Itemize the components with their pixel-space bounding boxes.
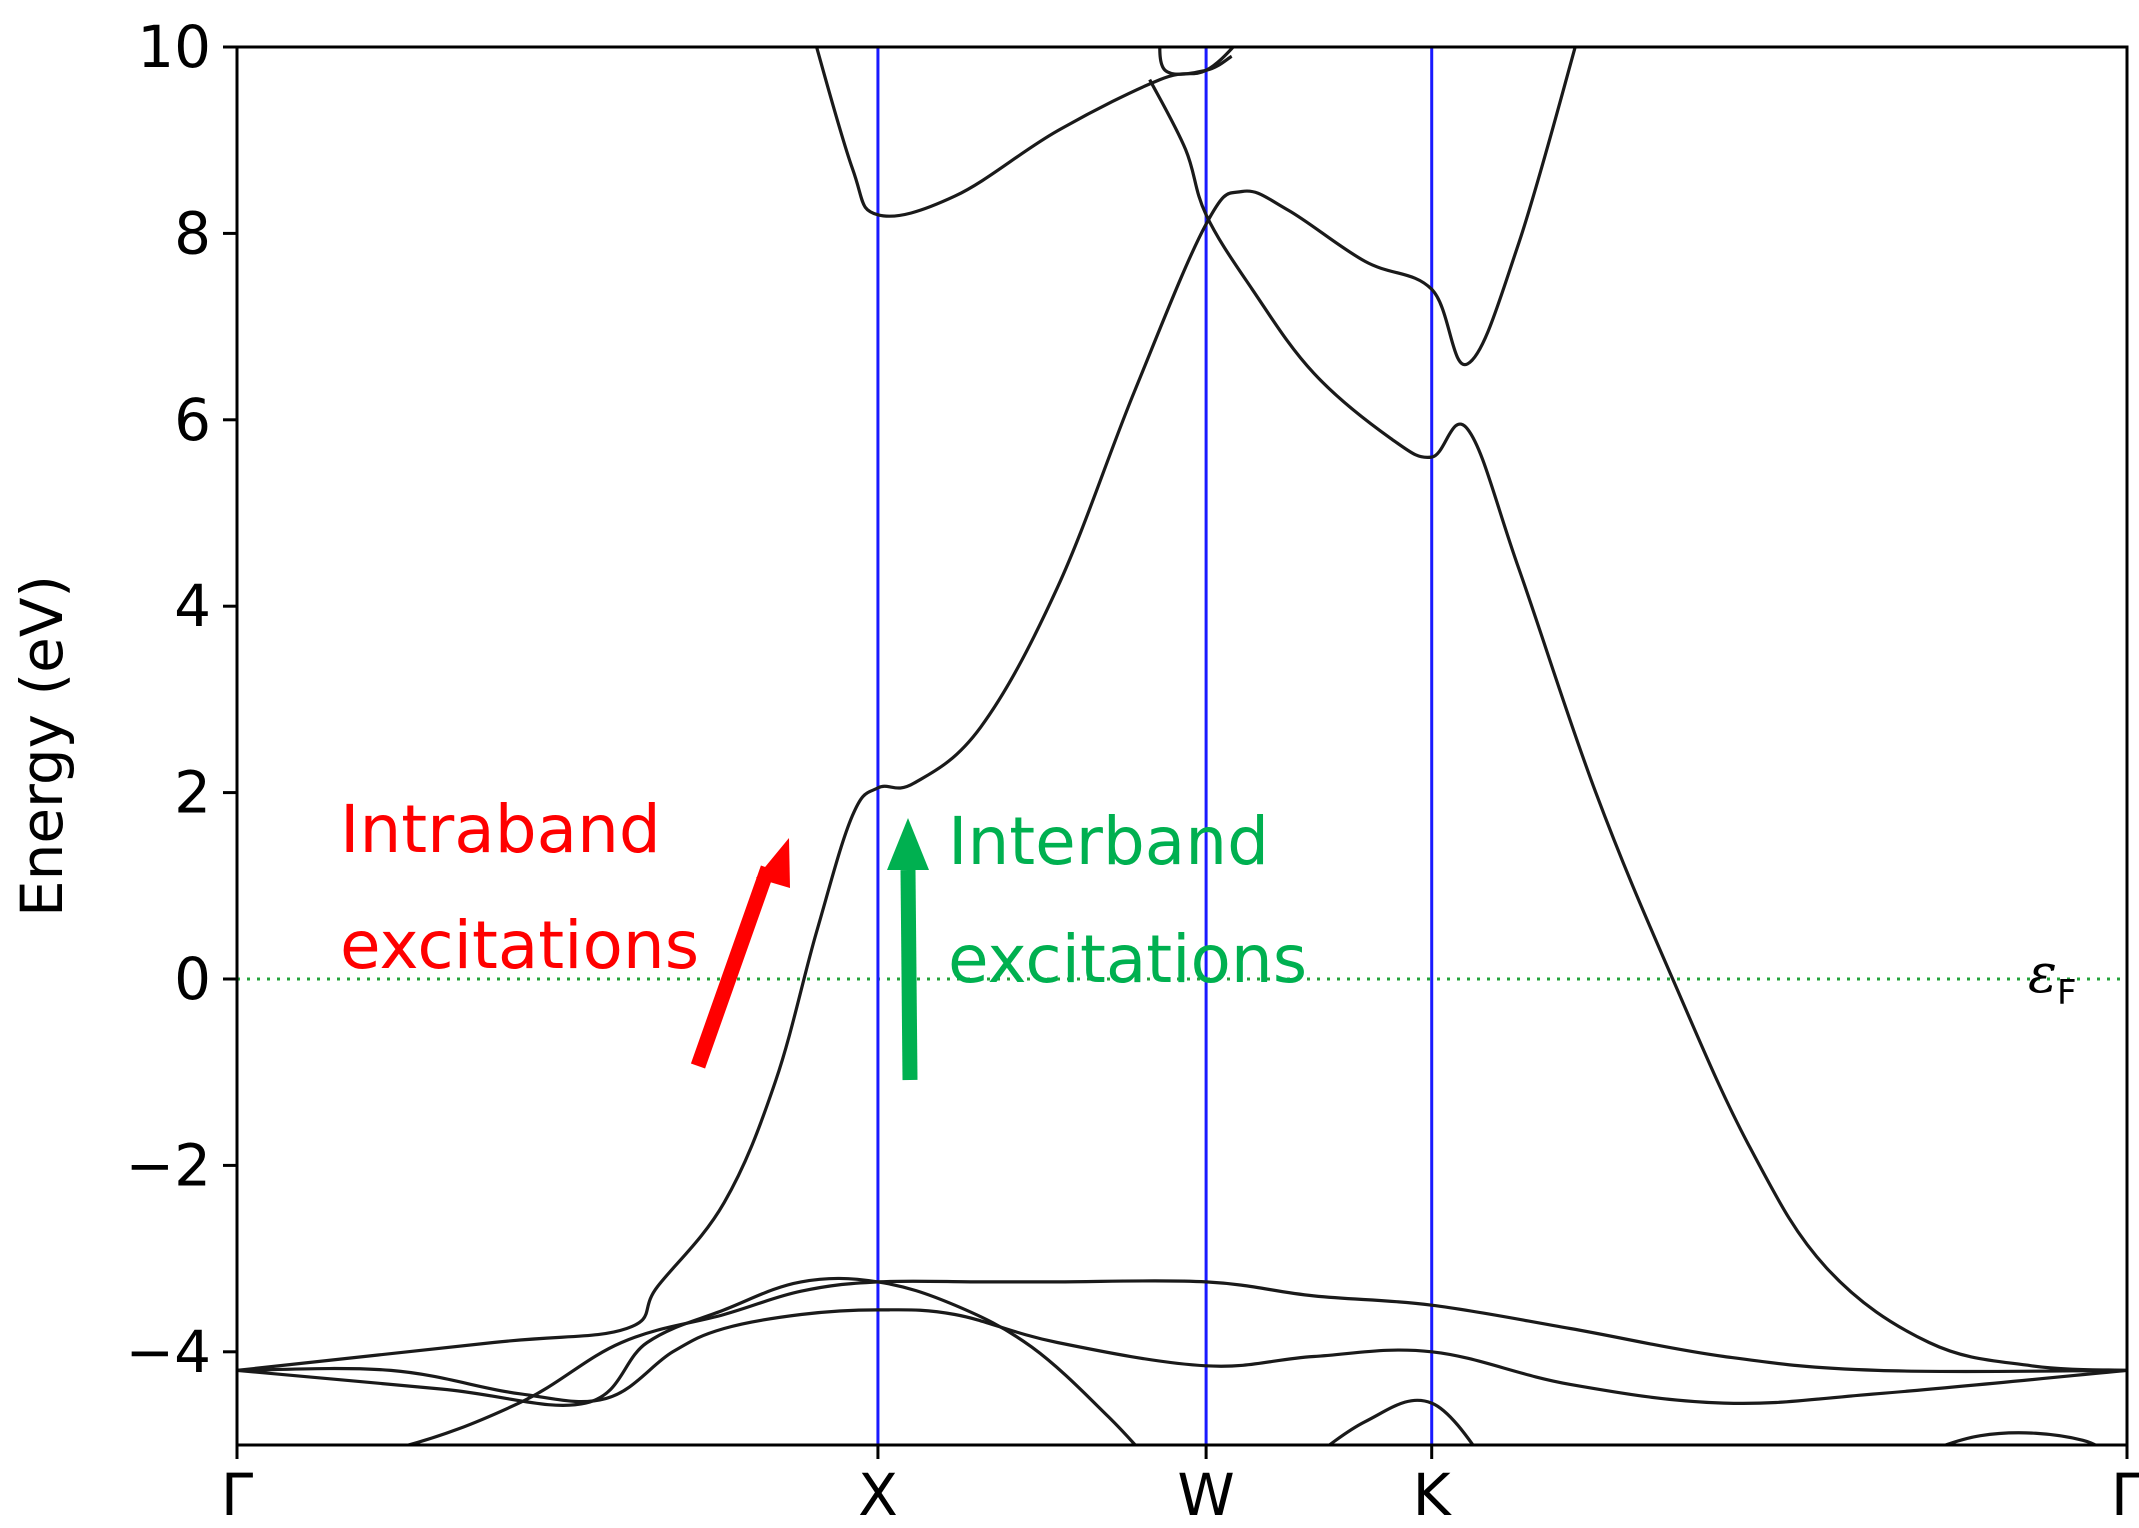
svg-text:εF: εF bbox=[2028, 942, 2077, 1013]
intraband-line-2: excitations bbox=[340, 907, 699, 984]
band-6 bbox=[1158, 47, 1233, 76]
band-2 bbox=[237, 47, 1577, 1372]
band-4 bbox=[1326, 1398, 1475, 1445]
intraband-annotation: Intraband excitations bbox=[340, 791, 790, 1069]
high-symmetry-lines bbox=[235, 47, 2129, 1445]
intraband-line-1: Intraband bbox=[340, 791, 661, 868]
y-tick-label: −2 bbox=[126, 1131, 212, 1199]
bands bbox=[237, 47, 2127, 1445]
interband-arrow-shaft bbox=[900, 869, 918, 1081]
y-tick-label: 2 bbox=[174, 759, 211, 827]
x-tick-label: X bbox=[858, 1461, 898, 1528]
interband-line-2: excitations bbox=[948, 921, 1307, 998]
band-7 bbox=[1148, 78, 2127, 1372]
y-tick-label: 0 bbox=[174, 945, 211, 1013]
band-5 bbox=[814, 47, 1236, 218]
band-1 bbox=[237, 1308, 2127, 1405]
y-axis-ticks: −4 −2 0 2 4 6 8 10 bbox=[126, 13, 237, 1386]
interband-annotation: Interband excitations bbox=[887, 803, 1307, 1081]
fermi-level-label: εF bbox=[2028, 942, 2077, 1013]
intraband-arrow-head bbox=[756, 838, 790, 888]
interband-line-1: Interband bbox=[948, 803, 1269, 880]
x-tick-label: W bbox=[1177, 1461, 1234, 1528]
x-tick-label: K bbox=[1413, 1461, 1453, 1528]
intraband-arrow-shaft bbox=[690, 865, 776, 1069]
interband-arrow-head bbox=[887, 818, 929, 870]
y-tick-label: −4 bbox=[126, 1318, 212, 1386]
y-tick-label: 10 bbox=[137, 13, 211, 81]
band-0 bbox=[402, 1279, 2127, 1445]
y-tick-label: 6 bbox=[174, 386, 211, 454]
y-axis-title: Energy (eV) bbox=[8, 575, 76, 917]
x-tick-label: Γ bbox=[2111, 1461, 2139, 1528]
y-tick-label: 4 bbox=[174, 572, 211, 640]
x-tick-label: Γ bbox=[221, 1461, 253, 1528]
plot-frame bbox=[235, 45, 2129, 1447]
band-8 bbox=[1940, 1431, 2099, 1445]
y-tick-label: 8 bbox=[174, 199, 211, 267]
fermi-subscript: F bbox=[2057, 973, 2077, 1013]
fermi-epsilon: ε bbox=[2028, 942, 2057, 1005]
band-3 bbox=[237, 1276, 1138, 1445]
